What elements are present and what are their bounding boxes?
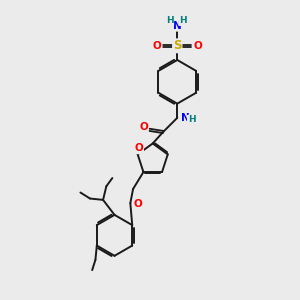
Text: O: O [153,41,161,51]
Text: O: O [139,122,148,131]
Text: H: H [179,16,187,25]
Text: O: O [134,143,143,153]
Text: H: H [166,16,173,25]
Text: O: O [134,199,142,209]
Text: N: N [181,113,189,123]
Text: N: N [173,21,182,31]
Text: H: H [188,116,195,124]
Text: S: S [173,39,182,52]
Text: O: O [193,41,202,51]
